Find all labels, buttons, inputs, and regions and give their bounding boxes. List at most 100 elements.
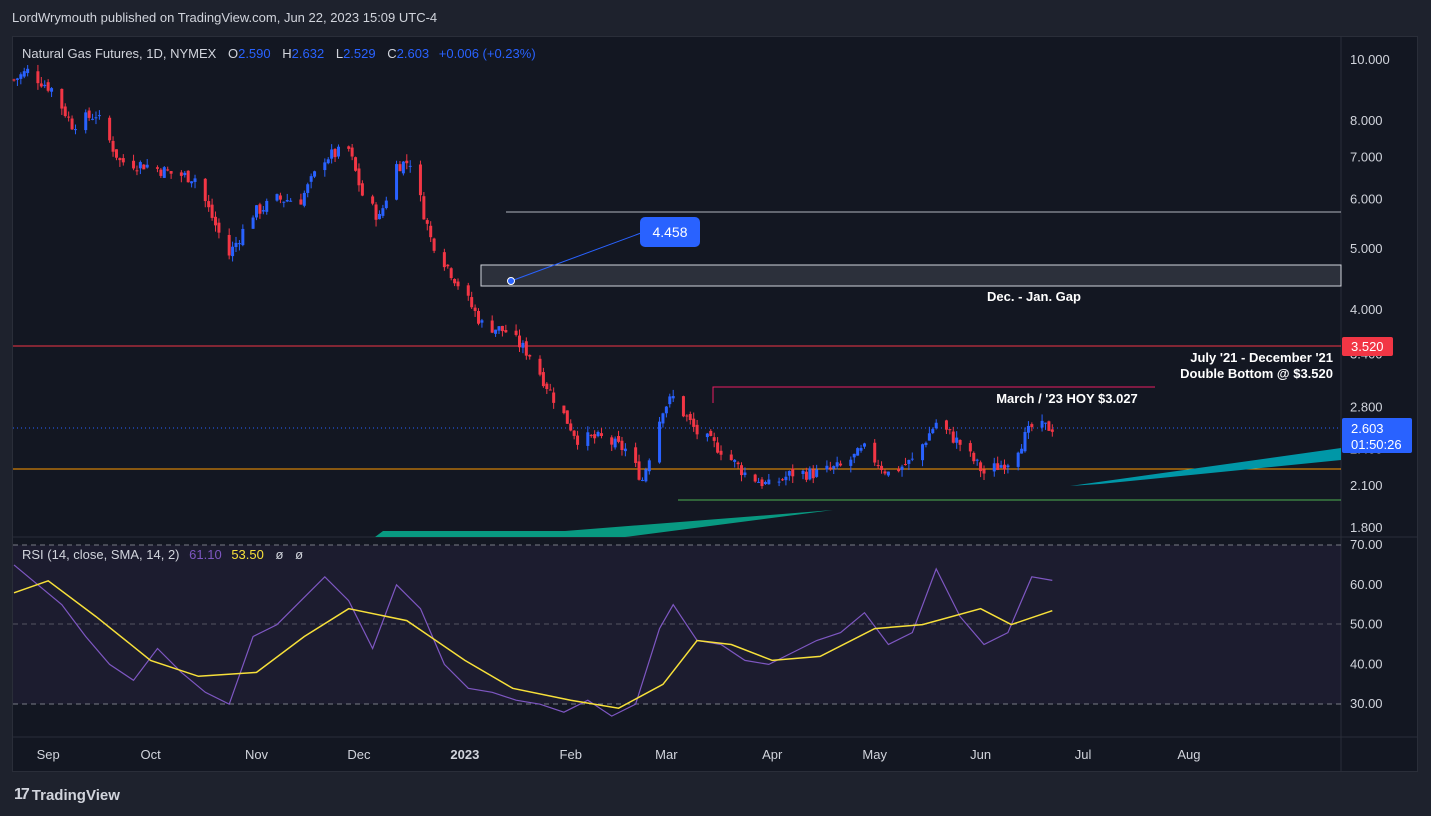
candle-body xyxy=(903,464,907,466)
candle-body xyxy=(552,392,556,403)
candle-body xyxy=(166,169,170,171)
candle-body xyxy=(422,196,426,220)
candle-body xyxy=(73,129,77,131)
candle-body xyxy=(784,476,788,481)
candle-body xyxy=(299,199,303,205)
candle-body xyxy=(541,372,545,387)
legend-line[interactable]: Natural Gas Futures, 1D, NYMEX O2.590 H2… xyxy=(22,46,536,61)
candle-body xyxy=(524,341,528,356)
rsi-legend-sma: 53.50 xyxy=(231,547,264,562)
candle-body xyxy=(927,433,931,441)
candle-body xyxy=(111,140,115,152)
candle-body xyxy=(999,465,1003,468)
candle-body xyxy=(647,460,651,472)
candle-body xyxy=(159,169,163,176)
green-wedge[interactable] xyxy=(375,510,833,537)
legend-h-label: H xyxy=(282,46,291,61)
rsi-legend-line[interactable]: RSI (14, close, SMA, 14, 2) 61.10 53.50 … xyxy=(22,547,303,562)
candle-body xyxy=(138,162,142,169)
candle-body xyxy=(118,158,122,161)
legend-high: 2.632 xyxy=(292,46,325,61)
candle-body xyxy=(145,164,149,168)
candle-body xyxy=(456,281,460,287)
candle-body xyxy=(620,440,624,451)
published-by: LordWrymouth published on TradingView.co… xyxy=(12,10,438,25)
price-axis[interactable]: 10.0008.0007.0006.0005.0004.0003.4002.80… xyxy=(1350,52,1390,535)
candle-body xyxy=(996,463,1000,470)
candle-body xyxy=(681,396,685,417)
legend-o-label: O xyxy=(228,46,238,61)
bar-countdown: 01:50:26 xyxy=(1351,437,1402,452)
candle-body xyxy=(757,481,761,483)
candle-body xyxy=(19,74,23,79)
candle-body xyxy=(237,243,241,245)
candle-body xyxy=(87,110,91,118)
candle-body xyxy=(234,242,238,248)
candle-body xyxy=(801,470,805,474)
candle-body xyxy=(347,146,351,149)
candle-body xyxy=(333,149,337,158)
candle-body xyxy=(1026,425,1030,433)
candle-body xyxy=(97,115,101,117)
candle-body xyxy=(179,172,183,176)
candle-body xyxy=(121,158,125,163)
candle-body xyxy=(562,405,566,414)
candle-body xyxy=(22,71,26,77)
candle-body xyxy=(972,452,976,462)
time-tick-label: Nov xyxy=(245,747,269,762)
candle-body xyxy=(1020,448,1024,454)
candle-body xyxy=(350,147,354,157)
candle-body xyxy=(46,82,50,91)
candle-body xyxy=(289,200,293,202)
hoy-line[interactable] xyxy=(712,386,1155,403)
candle-body xyxy=(743,472,747,475)
candle-body xyxy=(514,330,518,335)
candle-body xyxy=(357,168,361,186)
candle-body xyxy=(36,71,40,84)
gap-rectangle[interactable] xyxy=(480,264,1342,287)
candle-body xyxy=(162,167,166,178)
double-bottom-annotation-line-1[interactable]: July '21 - December '21 xyxy=(1190,350,1333,365)
candle-body xyxy=(186,170,190,183)
time-axis[interactable]: Sep Oct Nov Dec 2023 Feb Mar Apr May Jun Jul Aug xyxy=(37,747,1201,762)
candle-body xyxy=(398,164,402,172)
double-bottom-annotation-line-2[interactable]: Double Bottom @ $3.520 xyxy=(1180,366,1333,381)
candle-body xyxy=(15,78,19,80)
candle-body xyxy=(63,106,67,117)
legend-close: 2.603 xyxy=(397,46,430,61)
candle-body xyxy=(825,465,829,470)
price-tick-label: 4.000 xyxy=(1350,302,1383,317)
callout-box[interactable] xyxy=(640,217,700,247)
candle-body xyxy=(518,335,522,348)
candle-body xyxy=(12,79,16,81)
rsi-legend-label: RSI (14, close, SMA, 14, 2) xyxy=(22,547,180,562)
candle-body xyxy=(132,160,136,169)
candle-body xyxy=(593,434,597,439)
rsi-legend-extra-2: ø xyxy=(295,547,303,562)
time-tick-label: Apr xyxy=(762,747,783,762)
drawings-layer[interactable] xyxy=(13,211,1342,537)
tradingview-logo[interactable]: 17 TradingView xyxy=(14,786,120,804)
gap-annotation[interactable]: Dec. - Jan. Gap xyxy=(987,289,1081,304)
candle-body xyxy=(897,469,901,472)
teal-wedge[interactable] xyxy=(1070,448,1341,486)
candle-body xyxy=(302,192,306,206)
candle-body xyxy=(60,88,64,109)
callout-anchor[interactable] xyxy=(507,277,515,285)
candle-body xyxy=(712,437,716,441)
candle-body xyxy=(644,469,648,482)
candle-body xyxy=(142,164,146,170)
time-tick-label: Dec xyxy=(347,747,371,762)
candle-body xyxy=(808,468,812,480)
price-tick-label: 8.000 xyxy=(1350,113,1383,128)
candle-body xyxy=(671,396,675,399)
candle-body xyxy=(1016,452,1020,467)
hoy-annotation[interactable]: March / '23 HOY $3.027 xyxy=(996,391,1138,406)
candle-body xyxy=(862,443,866,447)
candle-body xyxy=(261,210,265,212)
candle-body xyxy=(374,204,378,220)
candle-body xyxy=(241,228,245,246)
candle-body xyxy=(815,469,819,477)
candle-body xyxy=(658,421,662,463)
